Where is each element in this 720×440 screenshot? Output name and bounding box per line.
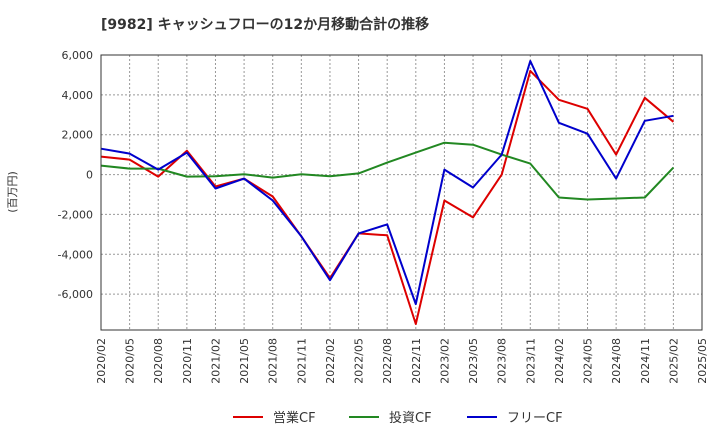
x-tick-label: 2020/05 [124, 338, 137, 384]
x-tick-label: 2020/08 [152, 338, 165, 384]
y-tick-label: 4,000 [62, 89, 94, 102]
x-tick-label: 2022/02 [324, 338, 337, 384]
x-tick-label: 2020/02 [95, 338, 108, 384]
y-axis-label: (百万円) [6, 171, 19, 213]
x-tick-label: 2022/08 [381, 338, 394, 384]
series-lines [100, 60, 675, 325]
x-tick-label: 2021/08 [267, 338, 280, 384]
y-tick-label: -6,000 [58, 288, 93, 301]
legend-label: フリーCF [507, 411, 563, 426]
legend-label: 投資CF [389, 410, 432, 426]
x-tick-label: 2022/11 [410, 338, 423, 384]
x-tick-label: 2023/02 [438, 338, 451, 384]
x-tick-label: 2024/11 [639, 338, 652, 384]
chart-title: [9982] キャッシュフローの12か月移動合計の推移 [101, 17, 430, 33]
x-tick-label: 2021/11 [295, 338, 308, 384]
y-tick-label: -4,000 [58, 248, 93, 261]
series-line-2 [100, 141, 675, 201]
plot-background [101, 55, 702, 330]
x-tick-label: 2025/05 [696, 338, 709, 384]
series-line-1 [100, 69, 675, 325]
x-tick-label: 2023/05 [467, 338, 480, 384]
x-tick-label: 2024/05 [582, 338, 595, 384]
y-tick-label: 0 [86, 169, 93, 182]
x-tick-label: 2021/05 [238, 338, 251, 384]
x-tick-label: 2025/02 [667, 338, 680, 384]
legend: 営業CF 投資CF フリーCF [233, 410, 563, 426]
x-tick-label: 2024/02 [553, 338, 566, 384]
x-axis-ticks: 2020/02 2020/05 2020/08 2020/11 2021/02 2021/… [95, 338, 709, 384]
x-tick-label: 2021/02 [209, 338, 222, 384]
plot-frame [100, 54, 703, 331]
x-tick-label: 2023/08 [496, 338, 509, 384]
y-axis-ticks: 6,000 4,000 2,000 0 -2,000 -4,000 -6,000 [58, 49, 93, 301]
y-tick-label: 2,000 [62, 129, 94, 142]
x-tick-label: 2023/11 [524, 338, 537, 384]
grid [100, 54, 703, 330]
x-tick-label: 2022/05 [353, 338, 366, 384]
x-tick-label: 2024/08 [610, 338, 623, 384]
y-tick-label: -2,000 [58, 208, 93, 221]
x-tick-label: 2020/11 [181, 338, 194, 384]
y-tick-label: 6,000 [62, 49, 94, 62]
series-line-3 [100, 60, 674, 306]
legend-label: 営業CF [273, 410, 316, 426]
